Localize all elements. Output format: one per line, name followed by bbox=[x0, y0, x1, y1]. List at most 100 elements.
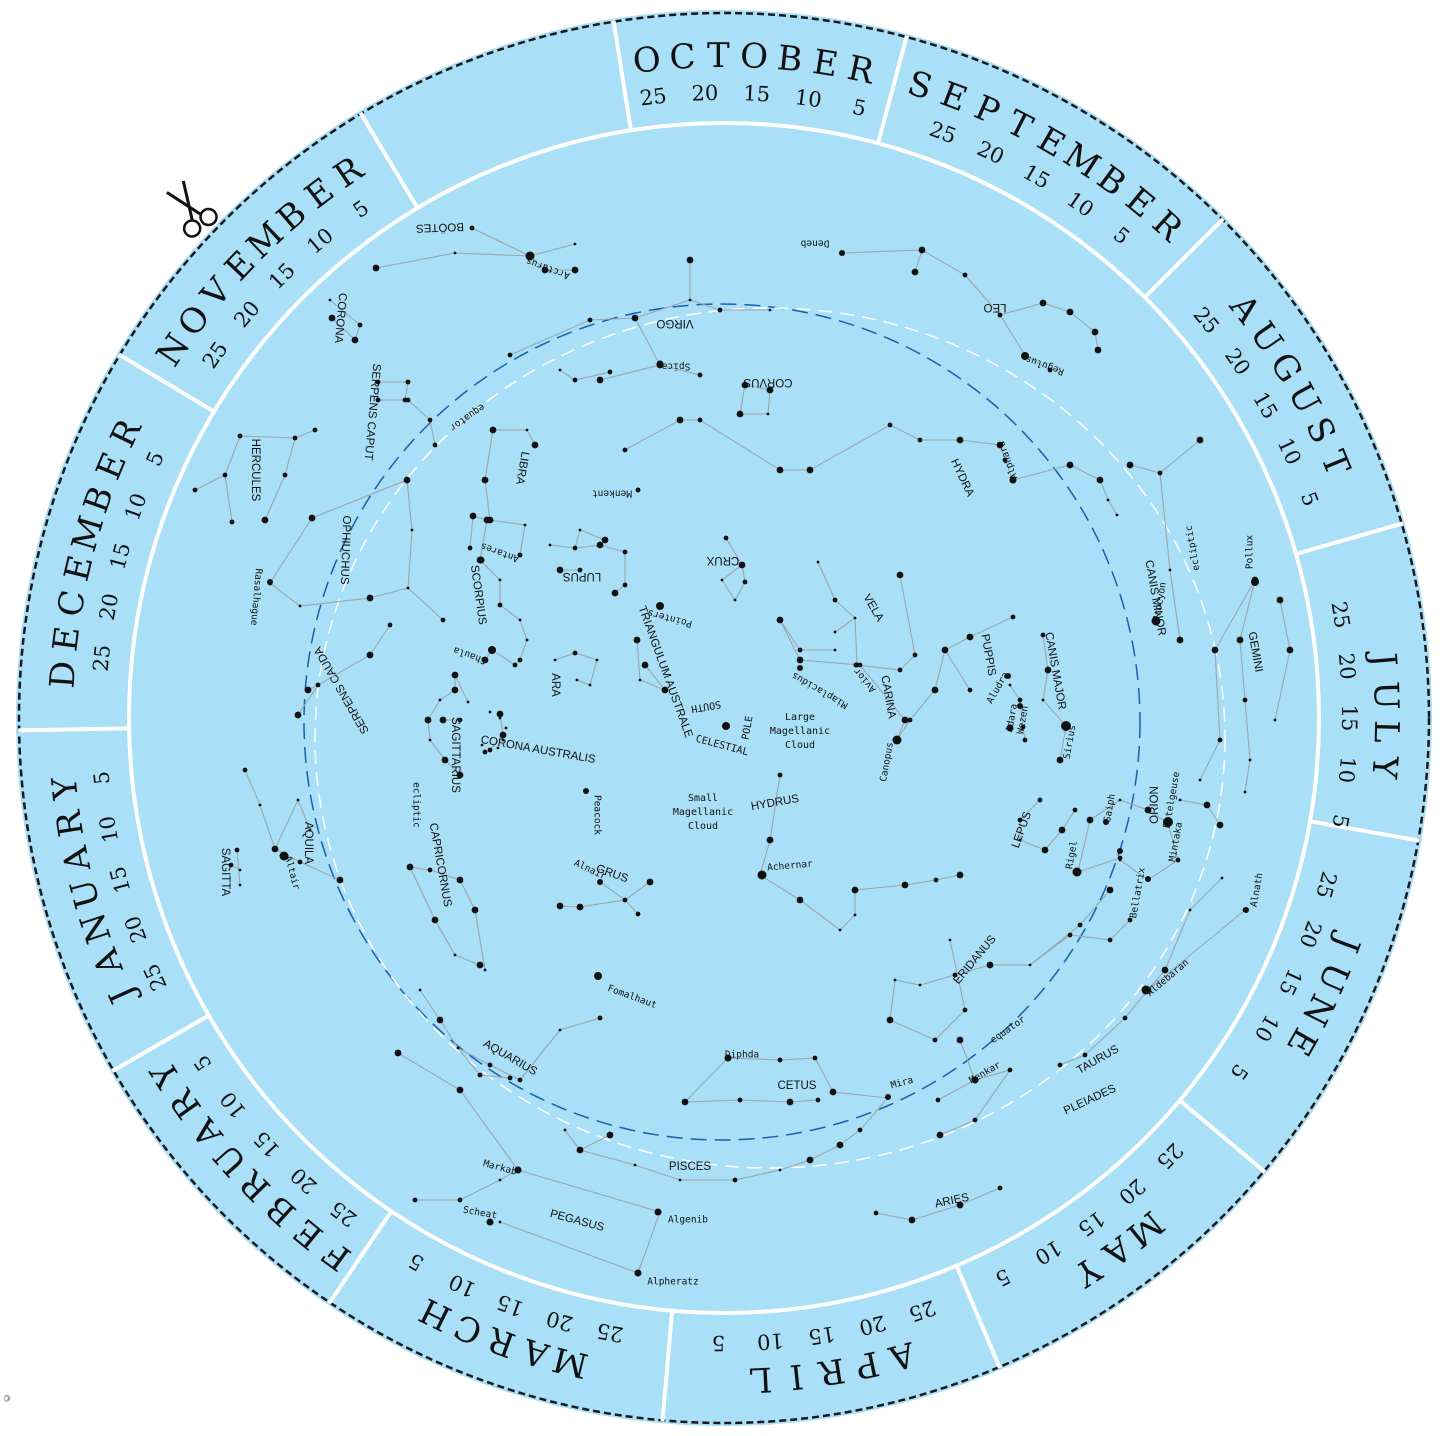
scissors-icon bbox=[166, 180, 218, 238]
constellation-figure bbox=[329, 299, 361, 341]
month-letter: D bbox=[42, 651, 85, 690]
star-dot bbox=[577, 567, 583, 573]
star-dot bbox=[1047, 367, 1053, 373]
star-dot bbox=[312, 427, 318, 433]
month-divider bbox=[358, 111, 420, 210]
star-dot bbox=[622, 549, 628, 555]
constellation-figure bbox=[471, 227, 531, 257]
month-letter: O bbox=[739, 36, 778, 78]
star-label-alpheratz: Alpheratz bbox=[647, 1277, 698, 1288]
day-mark: 20 bbox=[1334, 652, 1360, 681]
star-label-pollux: Pollux bbox=[1245, 535, 1256, 570]
star-dot bbox=[886, 1016, 894, 1024]
star-wezen bbox=[1017, 703, 1023, 709]
star-dot bbox=[967, 687, 973, 693]
smc-label: Cloud bbox=[688, 821, 718, 832]
star-dot bbox=[525, 638, 529, 642]
star-label-diphda: Diphda bbox=[725, 1050, 759, 1061]
star-dot bbox=[572, 377, 578, 383]
month-divider bbox=[1295, 521, 1404, 556]
star-dot bbox=[498, 1178, 502, 1182]
star-dot bbox=[572, 650, 578, 656]
month-letter: O bbox=[631, 38, 672, 82]
star-dot bbox=[541, 266, 549, 274]
month-divider bbox=[1143, 217, 1225, 299]
star-dot bbox=[518, 618, 522, 622]
constellation-figure bbox=[721, 537, 746, 602]
star-dot bbox=[456, 876, 464, 884]
star-altair bbox=[279, 851, 289, 861]
star-dot bbox=[578, 528, 582, 532]
star-dot bbox=[438, 698, 442, 702]
constellation-figure bbox=[636, 639, 667, 692]
star-dot bbox=[1066, 461, 1074, 469]
star-dot bbox=[587, 317, 593, 323]
star-dot bbox=[962, 272, 968, 278]
star-dot bbox=[456, 1086, 464, 1094]
star-dot bbox=[1176, 636, 1184, 644]
star-fomalhaut bbox=[594, 972, 602, 980]
star-dot bbox=[1211, 646, 1219, 654]
star-dot bbox=[688, 298, 692, 302]
star-dot bbox=[496, 746, 500, 750]
star-dot bbox=[932, 1037, 938, 1043]
star-dot bbox=[1010, 614, 1016, 620]
star-dot bbox=[431, 916, 439, 924]
star-menkar bbox=[971, 1076, 979, 1084]
star-dot bbox=[488, 748, 492, 752]
constellation-label-virgo: VIRGO bbox=[656, 317, 693, 329]
constellation-label-ara: ARA bbox=[549, 673, 561, 697]
constellation-figure bbox=[634, 317, 661, 366]
star-dot bbox=[1127, 917, 1133, 923]
star-sirius bbox=[1061, 721, 1071, 731]
star-dot bbox=[697, 372, 703, 378]
star-dot bbox=[1017, 697, 1023, 703]
star-dot bbox=[222, 472, 228, 478]
star-dot bbox=[1242, 697, 1248, 703]
star-dot bbox=[238, 883, 242, 887]
constellation-figure bbox=[759, 874, 961, 931]
constellation-figure bbox=[297, 624, 391, 716]
day-mark: 10 bbox=[1334, 755, 1360, 784]
star-dot bbox=[596, 541, 604, 549]
constellation-figure bbox=[1147, 909, 1246, 991]
star-dot bbox=[908, 1216, 916, 1224]
star-dot bbox=[997, 312, 1003, 318]
constellation-figure bbox=[397, 1052, 519, 1201]
star-dot bbox=[412, 1197, 418, 1203]
constellation-label-sagitta: SAGITTA bbox=[219, 848, 231, 897]
star-dot bbox=[496, 710, 504, 718]
star-dot bbox=[558, 1028, 562, 1032]
star-antares bbox=[477, 556, 485, 564]
star-dot bbox=[829, 1088, 837, 1096]
star-dot bbox=[956, 871, 964, 879]
star-dot bbox=[575, 678, 579, 682]
star-dot bbox=[733, 598, 737, 602]
star-dot bbox=[228, 862, 234, 868]
smc-label: Magellanic bbox=[673, 807, 733, 818]
star-dot bbox=[427, 867, 433, 873]
star-dot bbox=[1107, 937, 1113, 943]
lmc-label: Magellanic bbox=[770, 726, 830, 737]
month-letter: R bbox=[47, 799, 92, 839]
star-dot bbox=[1286, 646, 1294, 654]
star-label-spica: Spica bbox=[662, 361, 691, 372]
star-dot bbox=[816, 560, 820, 564]
star-dot bbox=[917, 437, 923, 443]
star-dot bbox=[853, 616, 857, 620]
star-dot bbox=[661, 686, 669, 694]
star-dot bbox=[1002, 457, 1008, 463]
star-dot bbox=[471, 906, 479, 914]
month-letter: R bbox=[807, 1349, 847, 1394]
constellation-label-pisces: PISCES bbox=[669, 1161, 712, 1173]
constellation-label-bo-tes: BOÖTES bbox=[416, 220, 465, 234]
star-dot bbox=[853, 913, 857, 917]
star-dot bbox=[504, 726, 508, 730]
star-dot bbox=[638, 678, 642, 682]
month-divider bbox=[876, 35, 909, 144]
star-dot bbox=[1037, 797, 1043, 803]
star-dot bbox=[1248, 758, 1252, 762]
star-dot bbox=[1161, 966, 1169, 974]
